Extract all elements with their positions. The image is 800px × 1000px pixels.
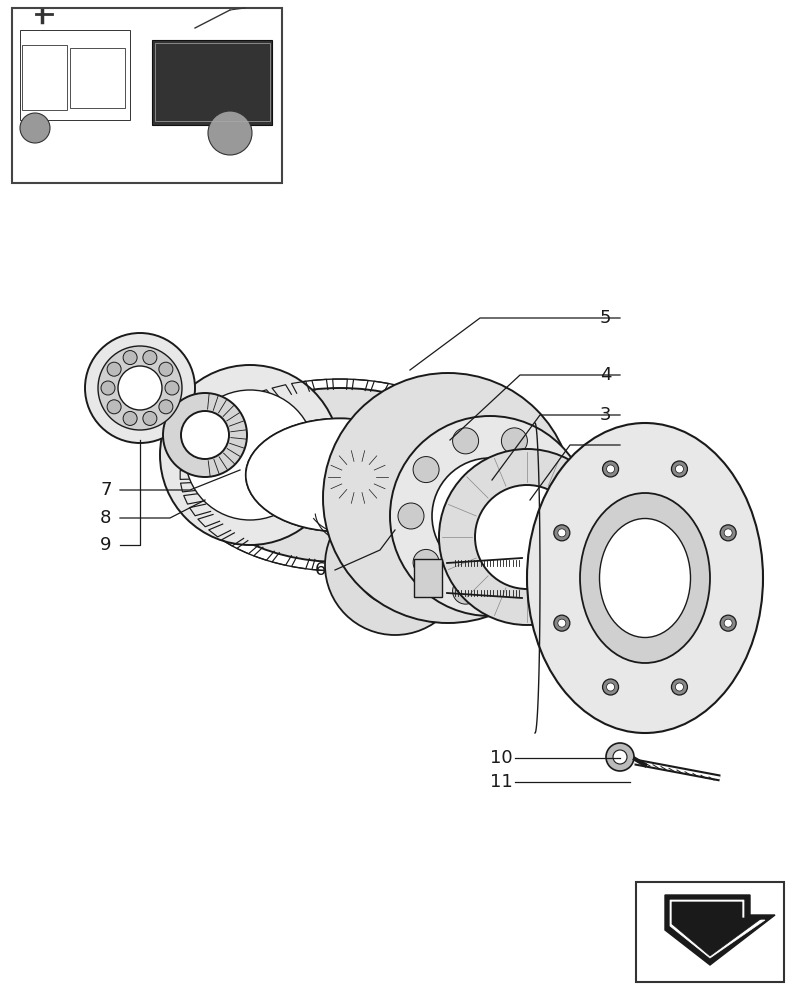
Circle shape — [675, 465, 683, 473]
Ellipse shape — [85, 333, 195, 443]
Text: 7: 7 — [100, 481, 111, 499]
Text: 5: 5 — [600, 309, 611, 327]
Ellipse shape — [160, 365, 340, 545]
Bar — [12, 8, 282, 183]
Bar — [70, 48, 125, 108]
Ellipse shape — [432, 458, 548, 574]
Ellipse shape — [185, 390, 315, 520]
Text: 10: 10 — [490, 749, 513, 767]
Text: 4: 4 — [600, 366, 611, 384]
Circle shape — [720, 525, 736, 541]
Circle shape — [556, 503, 582, 529]
Bar — [636, 882, 784, 982]
Circle shape — [558, 619, 566, 627]
Circle shape — [143, 351, 157, 365]
Ellipse shape — [439, 449, 615, 625]
Circle shape — [671, 679, 687, 695]
Ellipse shape — [246, 418, 434, 532]
Circle shape — [606, 743, 634, 771]
Text: 1: 1 — [570, 591, 582, 609]
Ellipse shape — [163, 393, 247, 477]
Circle shape — [602, 461, 618, 477]
Circle shape — [107, 362, 121, 376]
Ellipse shape — [246, 418, 434, 532]
Circle shape — [671, 461, 687, 477]
Circle shape — [208, 111, 252, 155]
Circle shape — [554, 615, 570, 631]
Ellipse shape — [390, 416, 590, 616]
Ellipse shape — [599, 518, 690, 638]
Circle shape — [159, 400, 173, 414]
Circle shape — [453, 578, 478, 604]
Ellipse shape — [475, 485, 579, 589]
Bar — [155, 43, 270, 121]
Ellipse shape — [325, 495, 465, 635]
Ellipse shape — [195, 388, 485, 562]
Polygon shape — [665, 895, 775, 965]
Ellipse shape — [580, 493, 710, 663]
Ellipse shape — [527, 423, 763, 733]
Ellipse shape — [181, 411, 229, 459]
Circle shape — [541, 549, 567, 575]
Ellipse shape — [355, 525, 435, 605]
Circle shape — [502, 578, 527, 604]
Circle shape — [606, 683, 614, 691]
Bar — [152, 40, 272, 125]
Ellipse shape — [323, 373, 573, 623]
Polygon shape — [670, 900, 765, 958]
Bar — [414, 559, 442, 597]
Circle shape — [724, 529, 732, 537]
Circle shape — [123, 351, 137, 365]
Circle shape — [123, 411, 137, 425]
Ellipse shape — [326, 449, 390, 505]
Polygon shape — [672, 902, 762, 956]
Bar — [22, 45, 67, 110]
Ellipse shape — [200, 405, 300, 505]
Circle shape — [724, 619, 732, 627]
Circle shape — [413, 549, 439, 575]
Text: 6: 6 — [315, 561, 326, 579]
Circle shape — [453, 428, 478, 454]
Ellipse shape — [107, 355, 173, 421]
Text: 2: 2 — [600, 436, 611, 454]
Circle shape — [20, 113, 50, 143]
Circle shape — [107, 400, 121, 414]
Circle shape — [602, 679, 618, 695]
Ellipse shape — [118, 366, 162, 410]
Circle shape — [606, 465, 614, 473]
Circle shape — [502, 428, 527, 454]
Text: 3: 3 — [600, 406, 611, 424]
Circle shape — [165, 381, 179, 395]
Ellipse shape — [408, 458, 488, 538]
Circle shape — [675, 683, 683, 691]
Text: 9: 9 — [100, 536, 111, 554]
Bar — [20, 30, 130, 120]
Text: 8: 8 — [100, 509, 111, 527]
Circle shape — [101, 381, 115, 395]
Ellipse shape — [98, 346, 182, 430]
Text: 11: 11 — [490, 773, 513, 791]
Circle shape — [720, 615, 736, 631]
Circle shape — [159, 362, 173, 376]
Circle shape — [398, 503, 424, 529]
Circle shape — [554, 525, 570, 541]
Circle shape — [413, 457, 439, 483]
Circle shape — [541, 457, 567, 483]
Circle shape — [143, 411, 157, 425]
Circle shape — [613, 750, 627, 764]
Circle shape — [558, 529, 566, 537]
